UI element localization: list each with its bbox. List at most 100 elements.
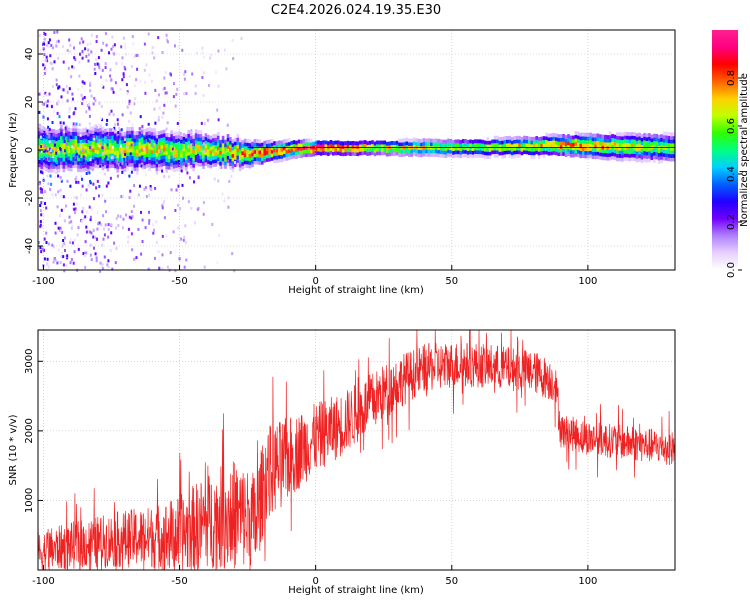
spectrogram-cell [459, 147, 462, 151]
spectrogram-noise-cell [168, 175, 171, 179]
spectrogram-noise-cell [217, 49, 220, 53]
spectrogram-cell [82, 157, 85, 161]
spectrogram-cell [630, 157, 634, 161]
spectrogram-noise-cell [51, 243, 54, 247]
spectrogram-noise-cell [188, 144, 191, 148]
spectrogram-cell [148, 141, 151, 146]
spectrogram-cell [42, 159, 46, 164]
spectrogram-cell [241, 161, 244, 166]
spectrogram-cell [645, 155, 649, 159]
spectrogram-cell [72, 131, 75, 136]
spectrogram-cell [645, 151, 649, 156]
spectrogram-cell [493, 146, 497, 151]
spectrogram-noise-cell [59, 128, 62, 132]
spectrogram-noise-cell [46, 149, 49, 153]
spectrogram-noise-cell [77, 180, 80, 184]
spectrogram-cell [40, 139, 44, 144]
spectrogram-cell [292, 154, 296, 159]
spectrogram-noise-cell [96, 179, 99, 183]
spectrogram-noise-cell [194, 84, 197, 88]
spectrogram-cell [197, 144, 200, 149]
spectrogram-cell [557, 137, 560, 142]
spectrogram-cell [45, 146, 48, 151]
spectrogram-cell [253, 157, 257, 161]
spectrogram-cell [258, 161, 262, 165]
spectrogram-cell [488, 140, 492, 145]
colorbar-label: Normalized spectral amplitude [739, 73, 750, 227]
spectrogram-cell [559, 141, 563, 146]
spectrogram-noise-cell [111, 267, 114, 271]
spectrogram-cell [356, 152, 360, 157]
spectrogram-cell [530, 144, 534, 148]
spectrogram-cell [177, 145, 181, 150]
spectrogram-cell [82, 128, 85, 133]
spectrogram-cell [231, 146, 235, 151]
spectrogram-noise-cell [84, 47, 87, 51]
spectrogram-cell [189, 161, 193, 165]
spectrogram-cell [87, 154, 90, 158]
spectrogram-cell [212, 152, 215, 157]
spectrogram-noise-cell [93, 137, 96, 141]
spectrogram-cell [238, 156, 242, 161]
spectrogram-cell [118, 136, 122, 141]
spectrogram-cell [163, 151, 166, 156]
spectrogram-cell [226, 148, 230, 153]
spectrogram-noise-cell [128, 75, 131, 78]
spectrogram-cell [77, 135, 80, 140]
spectrogram-cell [388, 141, 391, 146]
spectrogram-noise-cell [142, 147, 145, 151]
spectrogram-cell [670, 154, 673, 158]
spectrogram-cell [150, 128, 154, 133]
spectrogram-noise-cell [84, 265, 87, 269]
spectrogram-cell [635, 133, 639, 138]
spectrogram-cell [258, 150, 262, 155]
spectrogram-cell [221, 135, 225, 140]
spectrogram-cell [101, 148, 105, 153]
spectrogram-noise-cell [100, 265, 103, 269]
spectrogram-cell [562, 144, 565, 149]
spectrogram-cell [67, 152, 70, 157]
spectrogram-noise-cell [148, 73, 151, 77]
spectrogram-cell [79, 128, 83, 133]
spectrogram-noise-cell [166, 121, 169, 125]
spectrogram-cell [581, 146, 585, 151]
spectrogram-cell [241, 147, 244, 152]
spectrogram-cell [437, 142, 440, 147]
spectrogram-cell [96, 157, 100, 162]
spectrogram-cell [376, 140, 379, 145]
spectrogram-cell [62, 164, 66, 169]
spectrogram-cell [256, 142, 259, 147]
spectrogram-noise-cell [141, 124, 144, 128]
spectrogram-noise-cell [136, 67, 139, 71]
spectrogram-cell [148, 163, 151, 168]
spectrogram-cell [140, 151, 144, 156]
spectrogram-cell [584, 136, 587, 141]
spectrogram-noise-cell [94, 63, 97, 66]
spectrogram-cell [226, 134, 230, 138]
spectrogram-cell [94, 131, 97, 136]
spectrogram-cell [657, 134, 661, 139]
spectrogram-cell [148, 152, 151, 157]
spectrogram-noise-cell [201, 46, 204, 50]
spectrogram-cell [158, 167, 161, 172]
spectrogram-cell [136, 138, 139, 143]
spectrogram-cell [69, 164, 73, 168]
spectrogram-cell [606, 138, 609, 143]
spectrogram-noise-cell [177, 45, 180, 49]
spectrogram-noise-cell [69, 50, 72, 54]
spectrogram-noise-cell [120, 195, 123, 199]
spectrogram-noise-cell [115, 159, 118, 163]
spectrogram-cell [341, 148, 345, 153]
spectrogram-noise-cell [183, 235, 186, 239]
spectrogram-cell [177, 159, 181, 164]
spectrogram-cell [530, 147, 534, 152]
spectrogram-cell [434, 138, 438, 143]
spectrogram-cell [229, 158, 232, 163]
spectrogram-cell [537, 144, 541, 149]
spectrogram-cell [67, 156, 70, 161]
spectrogram-noise-cell [69, 43, 72, 47]
spectrogram-noise-cell [59, 229, 62, 233]
spectrogram-noise-cell [39, 135, 42, 139]
spectrogram-cell [356, 148, 360, 153]
spectrogram-noise-cell [47, 242, 50, 246]
